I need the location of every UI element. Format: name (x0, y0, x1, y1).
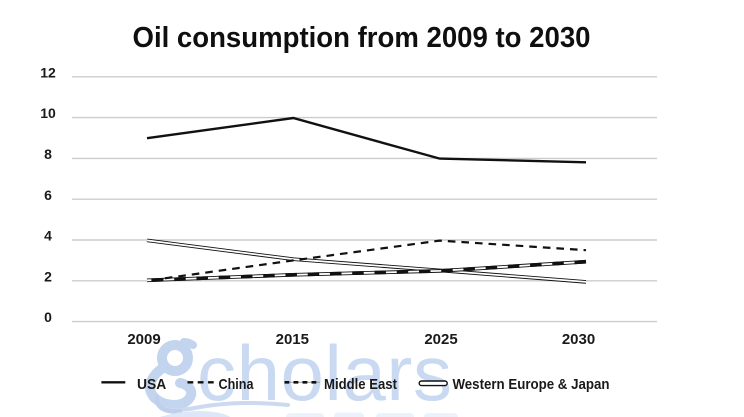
svg-text:China: China (219, 376, 255, 393)
svg-text:Middle East: Middle East (324, 376, 397, 393)
svg-text:6: 6 (44, 187, 52, 203)
svg-text:2025: 2025 (424, 331, 457, 348)
svg-text:2009: 2009 (127, 331, 160, 348)
svg-text:0: 0 (44, 309, 52, 325)
svg-text:2015: 2015 (276, 331, 309, 348)
svg-text:2030: 2030 (562, 331, 595, 348)
svg-text:Western Europe & Japan: Western Europe & Japan (453, 376, 610, 393)
svg-text:12: 12 (40, 64, 56, 80)
svg-text:USA: USA (137, 376, 166, 393)
svg-text:2: 2 (44, 268, 52, 284)
svg-text:10: 10 (40, 105, 56, 121)
svg-text:8: 8 (44, 146, 52, 162)
svg-text:4: 4 (44, 228, 52, 244)
svg-text:Oil consumption from 2009 to 2: Oil consumption from 2009 to 2030 (133, 22, 591, 54)
